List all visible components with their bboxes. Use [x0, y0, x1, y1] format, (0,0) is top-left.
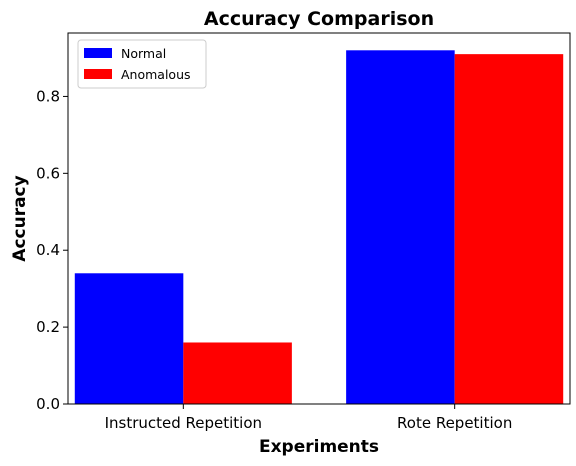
y-tick-label: 0.4 [36, 241, 60, 259]
bar-normal-0 [74, 273, 184, 404]
bar-normal-1 [346, 50, 455, 405]
x-axis-ticks: Instructed Repetition Rote Repetition [105, 404, 512, 432]
y-tick-label: 0.8 [36, 87, 60, 105]
y-axis-label: Accuracy [10, 175, 30, 261]
y-tick-label: 0.2 [36, 318, 60, 336]
x-tick-label: Instructed Repetition [105, 414, 262, 432]
legend: Normal Anomalous [77, 39, 207, 89]
x-axis-label: Experiments [259, 437, 379, 457]
y-tick-label: 0.6 [36, 164, 60, 182]
plot-frame [67, 32, 571, 405]
legend-label-anomalous: Anomalous [121, 67, 191, 82]
y-tick-label: 0.0 [36, 395, 60, 413]
legend-label-normal: Normal [121, 46, 166, 61]
bar-anomalous-0 [183, 342, 292, 404]
chart-title: Accuracy Comparison [204, 8, 434, 30]
legend-swatch-anomalous [84, 69, 112, 79]
bar-anomalous-1 [454, 54, 564, 404]
x-tick-label: Rote Repetition [397, 414, 512, 432]
bars-layer [74, 50, 564, 405]
legend-swatch-normal [84, 48, 112, 58]
y-axis-ticks: 0.0 0.2 0.4 0.6 0.8 [36, 87, 68, 413]
